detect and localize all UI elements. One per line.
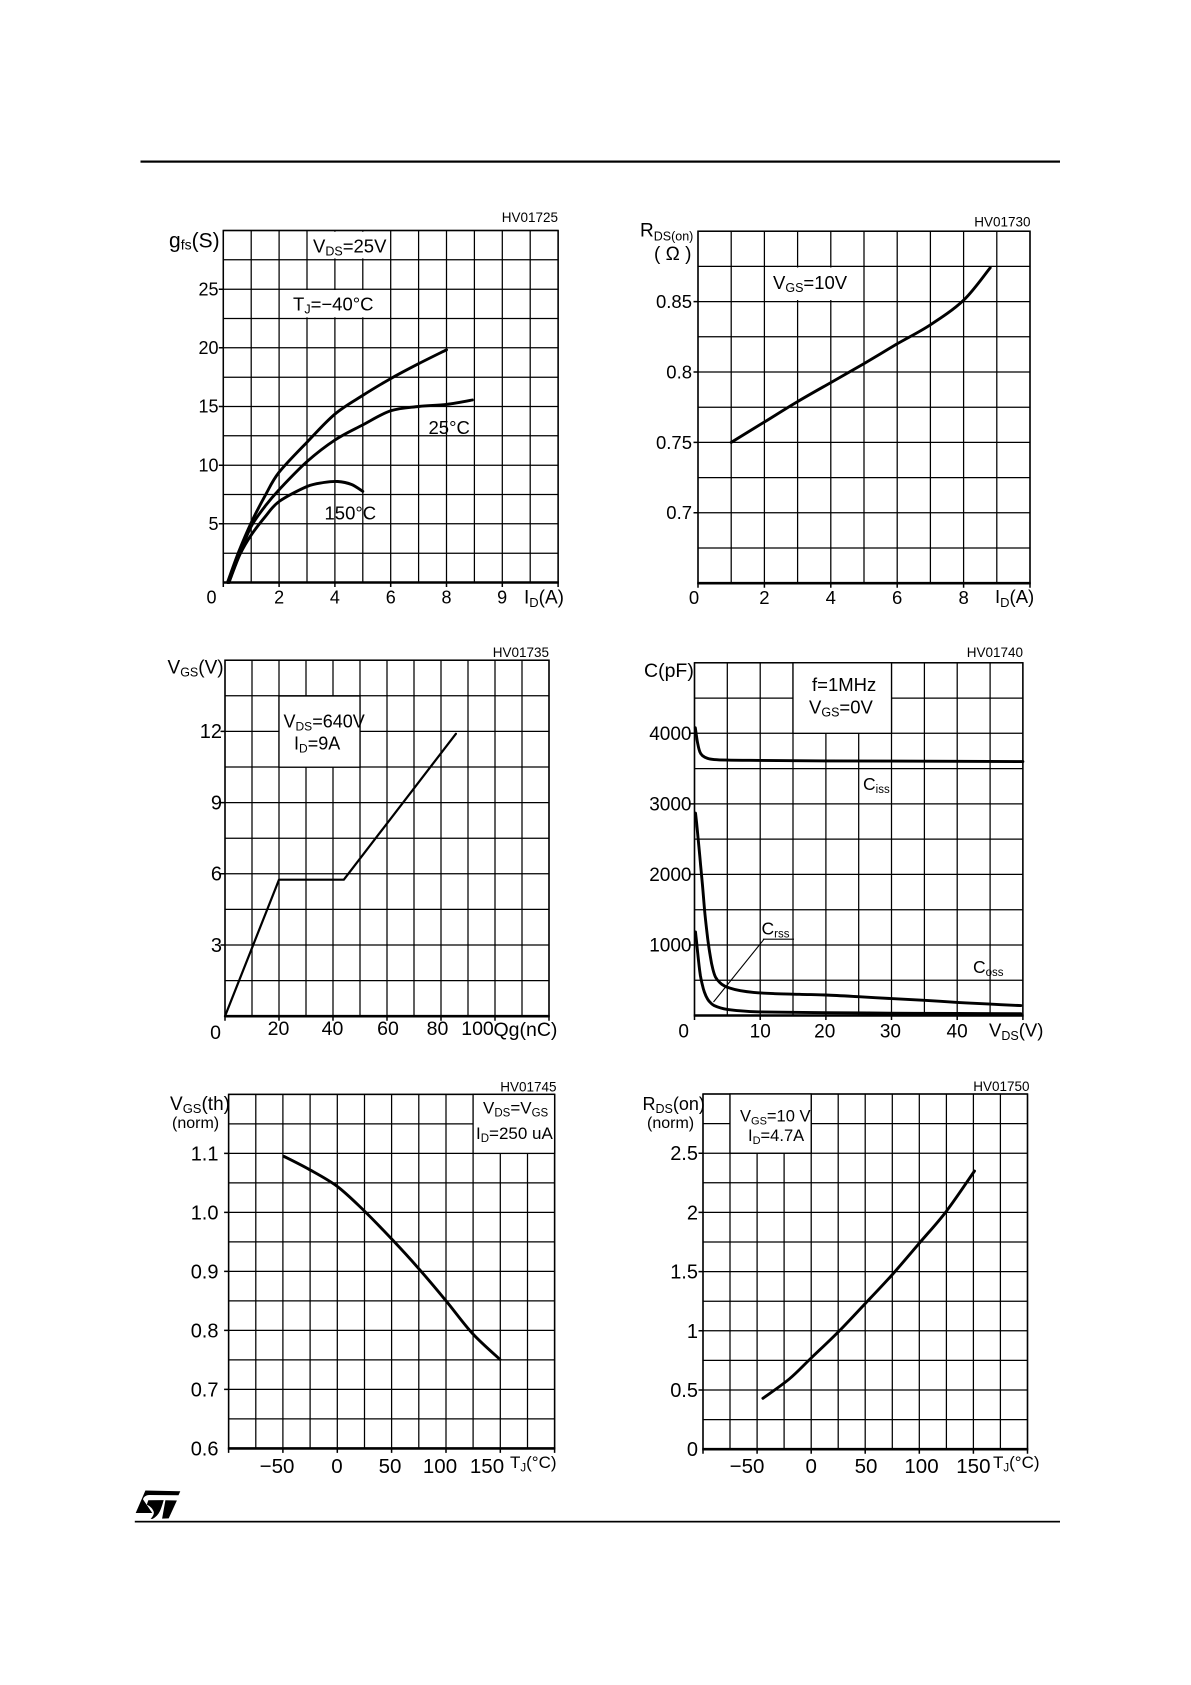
svg-text:40: 40 [322,1018,344,1040]
svg-text:1: 1 [687,1321,698,1343]
svg-text:HV01745: HV01745 [500,1080,556,1095]
svg-text:8: 8 [958,587,968,608]
svg-text:RDS(on): RDS(on) [640,221,693,244]
svg-text:15: 15 [198,397,218,417]
svg-text:2: 2 [759,587,769,608]
svg-text:TJ(°C): TJ(°C) [510,1453,557,1475]
svg-text:60: 60 [377,1018,399,1040]
svg-text:6: 6 [892,587,902,608]
svg-text:TJ(°C): TJ(°C) [993,1453,1040,1475]
svg-text:0: 0 [687,1439,698,1461]
svg-text:(norm): (norm) [647,1115,694,1132]
svg-text:8: 8 [441,588,451,608]
svg-text:9: 9 [497,588,507,608]
svg-text:5: 5 [208,514,218,534]
svg-text:Ciss: Ciss [863,774,890,796]
svg-text:HV01740: HV01740 [967,645,1023,660]
svg-text:ID=4.7A: ID=4.7A [748,1127,804,1147]
svg-text:150: 150 [956,1455,990,1478]
svg-text:50: 50 [855,1455,878,1478]
svg-text:TJ=−40°C: TJ=−40°C [293,294,374,317]
svg-text:VGS=0V: VGS=0V [809,697,873,720]
svg-text:VDS(V): VDS(V) [989,1020,1043,1044]
svg-text:150°C: 150°C [325,503,377,524]
svg-text:C(pF): C(pF) [644,660,694,682]
svg-text:Coss: Coss [973,957,1004,979]
svg-text:20: 20 [268,1018,290,1040]
svg-text:25°C: 25°C [429,417,470,438]
svg-text:0.75: 0.75 [656,432,692,453]
svg-text:HV01725: HV01725 [502,210,558,225]
svg-text:30: 30 [880,1022,901,1043]
svg-text:10: 10 [198,455,218,475]
svg-text:ID(A): ID(A) [524,588,564,611]
svg-text:2: 2 [687,1202,698,1224]
svg-text:2000: 2000 [649,865,691,886]
svg-text:0.9: 0.9 [191,1261,219,1283]
svg-text:0: 0 [331,1455,342,1478]
svg-text:Qg(nC): Qg(nC) [494,1019,558,1041]
svg-text:1000: 1000 [649,936,691,957]
svg-text:6: 6 [386,588,396,608]
svg-text:20: 20 [814,1022,835,1043]
svg-text:HV01735: HV01735 [493,645,549,660]
svg-text:−50: −50 [730,1455,765,1478]
svg-text:VGS(V): VGS(V) [168,658,224,680]
svg-text:0: 0 [689,587,699,608]
svg-text:ID=250 uA: ID=250 uA [476,1124,554,1145]
svg-text:gfs(S): gfs(S) [169,230,220,253]
svg-text:1.5: 1.5 [670,1262,698,1284]
svg-text:0: 0 [206,588,216,608]
svg-text:RDS(on): RDS(on) [643,1094,705,1116]
svg-text:4000: 4000 [649,724,691,745]
svg-text:0.6: 0.6 [191,1438,219,1460]
svg-text:0: 0 [678,1022,689,1043]
svg-text:f=1MHz: f=1MHz [812,674,876,695]
svg-text:0: 0 [805,1455,816,1478]
svg-text:2: 2 [274,588,284,608]
svg-text:0: 0 [210,1022,221,1044]
svg-text:6: 6 [211,864,222,886]
svg-text:Crss: Crss [762,919,790,941]
svg-text:HV01730: HV01730 [974,215,1030,230]
svg-text:100: 100 [904,1455,938,1478]
svg-text:2.5: 2.5 [670,1143,698,1165]
svg-text:0.8: 0.8 [191,1320,219,1342]
svg-text:−50: −50 [260,1455,295,1478]
svg-text:VGS=10V: VGS=10V [773,272,848,295]
svg-text:(norm): (norm) [172,1115,219,1132]
svg-text:3000: 3000 [649,795,691,816]
svg-text:VGS(th): VGS(th) [170,1094,230,1116]
svg-text:0.7: 0.7 [191,1379,219,1401]
svg-text:0.5: 0.5 [670,1380,698,1402]
svg-text:4: 4 [330,588,340,608]
svg-text:HV01750: HV01750 [973,1079,1029,1094]
svg-text:1.1: 1.1 [191,1143,219,1165]
svg-text:VGS=10 V: VGS=10 V [740,1108,811,1128]
svg-text:0.7: 0.7 [666,502,692,523]
svg-text:0.8: 0.8 [666,361,692,382]
svg-text:3: 3 [211,935,222,957]
svg-text:20: 20 [198,338,218,358]
svg-text:80: 80 [427,1018,449,1040]
svg-text:0.85: 0.85 [656,291,692,312]
svg-text:1.0: 1.0 [191,1202,219,1224]
svg-text:4: 4 [826,587,836,608]
svg-text:VDS=25V: VDS=25V [313,236,387,259]
svg-text:40: 40 [947,1022,968,1043]
svg-text:50: 50 [379,1455,402,1478]
svg-text:10: 10 [750,1022,771,1043]
svg-text:25: 25 [198,279,218,299]
svg-text:100: 100 [423,1455,457,1478]
svg-text:9: 9 [211,792,222,814]
svg-text:12: 12 [200,721,222,743]
svg-text:ID(A): ID(A) [995,586,1034,610]
svg-text:( Ω ): ( Ω ) [654,244,691,265]
svg-text:100: 100 [461,1018,494,1040]
svg-text:150: 150 [470,1455,504,1478]
